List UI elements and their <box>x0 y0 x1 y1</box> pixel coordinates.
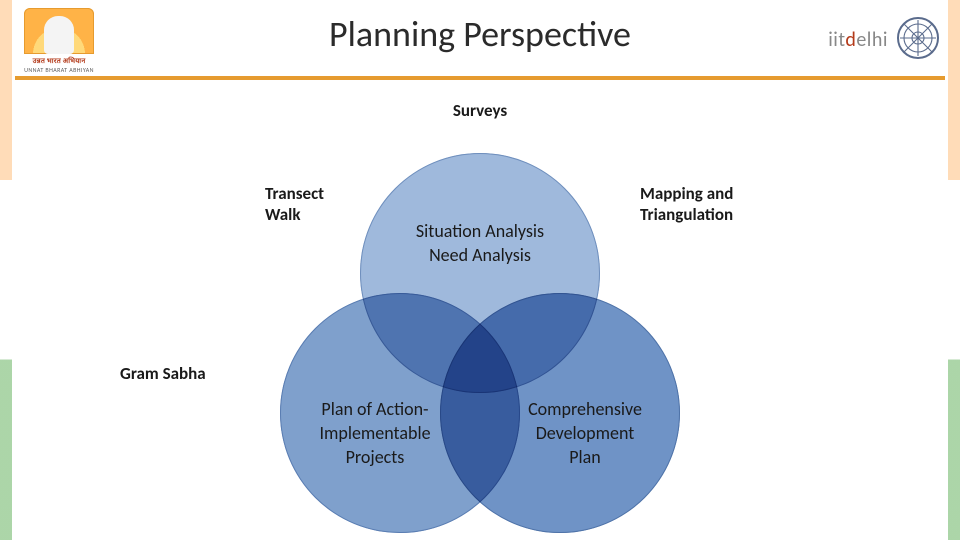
label-surveys: Surveys <box>453 100 507 121</box>
venn-circle-right: Comprehensive Development Plan <box>440 293 680 533</box>
label-mapping-triangulation: Mapping and Triangulation <box>640 183 733 226</box>
venn-left-text: Plan of Action- Implementable Projects <box>319 397 430 470</box>
uba-caption-english: UNNAT BHARAT ABHIYAN <box>18 66 100 74</box>
iit-prefix: iit <box>828 28 845 52</box>
iit-wordmark: iitdelhi <box>828 28 888 52</box>
slide: उन्नत भारत अभियान UNNAT BHARAT ABHIYAN P… <box>0 0 960 540</box>
title-underline <box>15 76 945 80</box>
iit-seal-icon <box>896 16 940 60</box>
venn-top-text: Situation Analysis Need Analysis <box>416 219 544 268</box>
venn-diagram: Situation Analysis Need Analysis Plan of… <box>0 88 960 540</box>
uba-caption-hindi: उन्नत भारत अभियान <box>18 56 100 66</box>
iit-suffix: elhi <box>856 28 888 52</box>
label-gram-sabha: Gram Sabha <box>120 363 206 384</box>
slide-title: Planning Perspective <box>0 12 960 56</box>
label-transect-walk: Transect Walk <box>265 183 324 226</box>
venn-right-text: Comprehensive Development Plan <box>528 397 642 470</box>
